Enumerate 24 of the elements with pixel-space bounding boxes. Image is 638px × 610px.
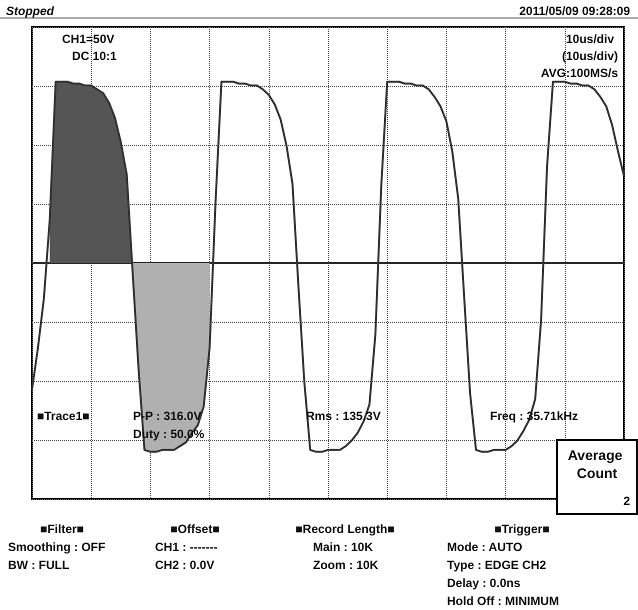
annotation: ■Trace1■ [37, 409, 90, 423]
text: ■Record Length■ [295, 522, 395, 536]
text: Delay : 0.0ns [447, 576, 521, 590]
text: CH2 : 0.0V [155, 558, 214, 572]
text: 2 [623, 494, 630, 508]
text: CH1=50V [62, 32, 114, 46]
text: DC 10:1 [72, 49, 118, 63]
text: Zoom : 10K [313, 558, 379, 572]
text: Hold Off : MINIMUM [447, 594, 559, 608]
text: 2011/05/09 09:28:09 [519, 4, 630, 18]
text: Type : EDGE CH2 [447, 558, 546, 572]
text: ■Offset■ [170, 522, 220, 536]
text: BW : FULL [8, 558, 70, 572]
text: ■Trigger■ [494, 522, 550, 536]
text: 10us/div [566, 32, 614, 46]
text: ■Filter■ [40, 522, 84, 536]
annotation: Average Count [568, 447, 626, 481]
text: Main : 10K [313, 540, 374, 554]
text: AVG:100MS/s [540, 66, 618, 80]
text: CH1 : ------- [155, 540, 218, 554]
text: (10us/div) [562, 49, 618, 63]
text: Mode : AUTO [447, 540, 522, 554]
text: Stopped [6, 4, 55, 18]
text: Smoothing : OFF [8, 540, 106, 554]
